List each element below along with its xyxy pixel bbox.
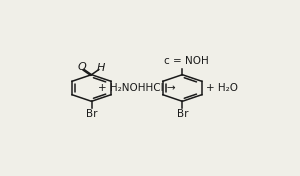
Text: O: O: [78, 62, 86, 73]
Text: + H₂O: + H₂O: [206, 83, 238, 93]
Text: c = NOH: c = NOH: [164, 56, 209, 66]
Text: Br: Br: [86, 109, 97, 119]
Text: H: H: [96, 63, 105, 73]
Text: + H₂NOHHCl →: + H₂NOHHCl →: [98, 83, 176, 93]
Text: Br: Br: [177, 109, 188, 119]
